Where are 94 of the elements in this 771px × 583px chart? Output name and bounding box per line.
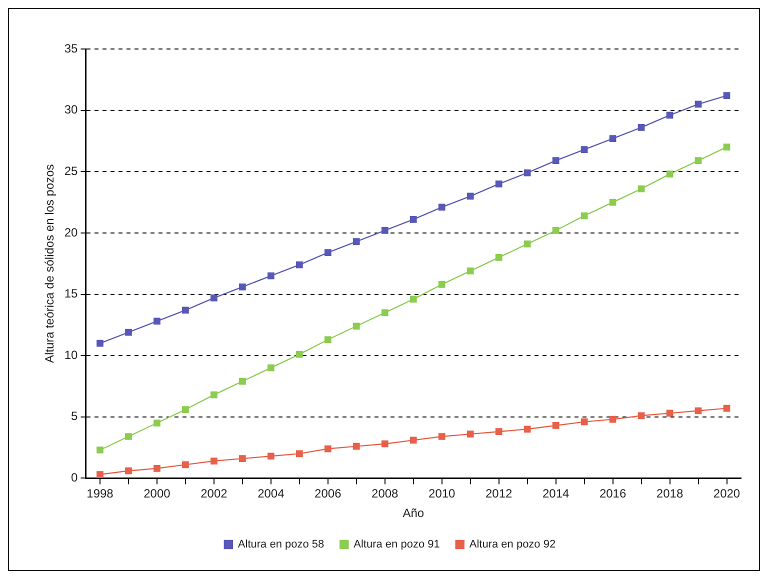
x-tick-label: 2008 bbox=[372, 486, 399, 501]
point bbox=[182, 306, 189, 314]
point bbox=[552, 157, 560, 164]
point bbox=[239, 455, 246, 462]
point bbox=[125, 467, 132, 474]
x-axis-title: Año bbox=[402, 506, 424, 520]
point bbox=[495, 180, 502, 188]
y-tick-label: 20 bbox=[64, 225, 78, 240]
point bbox=[154, 464, 160, 472]
y-tick-label: 30 bbox=[64, 102, 78, 117]
point bbox=[296, 450, 303, 458]
point bbox=[723, 404, 730, 412]
point bbox=[580, 146, 588, 153]
point bbox=[694, 100, 702, 108]
legend-label: Altura en pozo 58 bbox=[238, 538, 324, 551]
point bbox=[324, 249, 332, 256]
point bbox=[352, 238, 360, 245]
point bbox=[296, 261, 303, 268]
point bbox=[694, 157, 702, 164]
point bbox=[410, 296, 417, 303]
point bbox=[324, 445, 332, 452]
point bbox=[154, 420, 160, 426]
point bbox=[381, 440, 388, 448]
point bbox=[466, 268, 474, 274]
point bbox=[381, 227, 388, 234]
point bbox=[268, 272, 274, 280]
point bbox=[666, 170, 674, 178]
point bbox=[381, 309, 388, 316]
point bbox=[154, 318, 160, 325]
x-tick-label: 2004 bbox=[258, 486, 285, 501]
point bbox=[239, 283, 246, 290]
point bbox=[552, 227, 560, 234]
point bbox=[580, 418, 588, 426]
point bbox=[125, 433, 132, 440]
x-tick-label: 2000 bbox=[144, 486, 171, 501]
point bbox=[666, 112, 674, 119]
x-tick-label: 2018 bbox=[656, 486, 684, 501]
point bbox=[609, 416, 616, 423]
point bbox=[182, 406, 189, 413]
point bbox=[352, 442, 360, 450]
x-tick-label: 2010 bbox=[428, 486, 456, 501]
point bbox=[438, 204, 446, 211]
point bbox=[182, 461, 189, 468]
point bbox=[466, 430, 474, 438]
point bbox=[352, 322, 360, 330]
point bbox=[524, 169, 531, 176]
y-tick-label: 15 bbox=[64, 286, 78, 301]
point bbox=[96, 340, 104, 347]
point bbox=[268, 364, 274, 372]
point bbox=[410, 436, 417, 444]
point bbox=[96, 471, 104, 478]
point bbox=[438, 281, 446, 288]
point bbox=[210, 391, 218, 398]
point bbox=[666, 410, 674, 417]
point bbox=[638, 185, 645, 192]
point bbox=[210, 458, 218, 464]
x-tick-label: 2006 bbox=[314, 486, 342, 501]
x-tick-label: 2014 bbox=[542, 486, 570, 501]
point bbox=[125, 328, 132, 336]
point bbox=[580, 212, 588, 220]
point bbox=[495, 428, 502, 436]
point bbox=[609, 198, 616, 206]
point bbox=[723, 92, 730, 100]
point bbox=[96, 446, 104, 454]
y-tick-label: 0 bbox=[71, 470, 78, 485]
x-tick-label: 2020 bbox=[713, 486, 740, 501]
y-tick-label: 5 bbox=[71, 409, 78, 424]
point bbox=[694, 407, 702, 414]
point bbox=[296, 350, 303, 358]
point bbox=[638, 412, 645, 420]
point bbox=[524, 426, 531, 433]
point bbox=[638, 124, 645, 131]
x-tick-label: 2016 bbox=[599, 486, 626, 501]
point bbox=[524, 240, 531, 248]
y-tick-label: 10 bbox=[64, 348, 78, 362]
x-tick-label: 2002 bbox=[200, 486, 228, 501]
x-tick-label: 2012 bbox=[485, 486, 513, 501]
point bbox=[466, 192, 474, 200]
x-tick-label: 1998 bbox=[86, 486, 114, 501]
point bbox=[210, 294, 218, 302]
y-tick-label: 35 bbox=[64, 41, 78, 56]
point bbox=[495, 254, 502, 261]
y-axis-title: Altura teórica de sólidos en los pozos bbox=[42, 164, 57, 363]
point bbox=[239, 378, 246, 385]
point bbox=[609, 135, 616, 142]
point bbox=[410, 216, 417, 223]
point bbox=[324, 336, 332, 344]
legend-label: Altura en pozo 92 bbox=[469, 538, 556, 551]
point bbox=[268, 452, 274, 460]
legend-label: Altura en pozo 91 bbox=[354, 538, 440, 551]
point bbox=[723, 144, 730, 151]
y-tick-label: 25 bbox=[64, 164, 78, 178]
point bbox=[552, 422, 560, 429]
point bbox=[438, 433, 446, 440]
